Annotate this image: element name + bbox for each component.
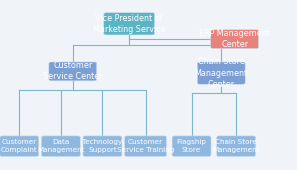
Text: Customer
Service Center: Customer Service Center	[43, 61, 102, 81]
FancyBboxPatch shape	[172, 136, 211, 156]
FancyBboxPatch shape	[41, 136, 80, 156]
Text: Chain Store
Management
Center: Chain Store Management Center	[195, 57, 248, 89]
Text: ERP Management
Center: ERP Management Center	[199, 29, 270, 49]
FancyBboxPatch shape	[49, 62, 97, 81]
FancyBboxPatch shape	[211, 30, 258, 49]
Text: Customer
Complaint: Customer Complaint	[1, 139, 38, 153]
FancyBboxPatch shape	[197, 62, 245, 84]
FancyBboxPatch shape	[83, 136, 122, 156]
Text: Technology
Support: Technology Support	[82, 139, 123, 153]
Text: Chain Store
Management: Chain Store Management	[212, 139, 260, 153]
FancyBboxPatch shape	[104, 13, 154, 35]
FancyBboxPatch shape	[217, 136, 255, 156]
Text: Customer
Service Training: Customer Service Training	[117, 139, 174, 153]
Text: Data
Management: Data Management	[37, 139, 85, 153]
FancyBboxPatch shape	[0, 136, 39, 156]
Text: Flagship
Store: Flagship Store	[176, 139, 207, 153]
FancyBboxPatch shape	[125, 136, 166, 156]
Text: Vice President of
Marketing Service: Vice President of Marketing Service	[93, 14, 165, 34]
